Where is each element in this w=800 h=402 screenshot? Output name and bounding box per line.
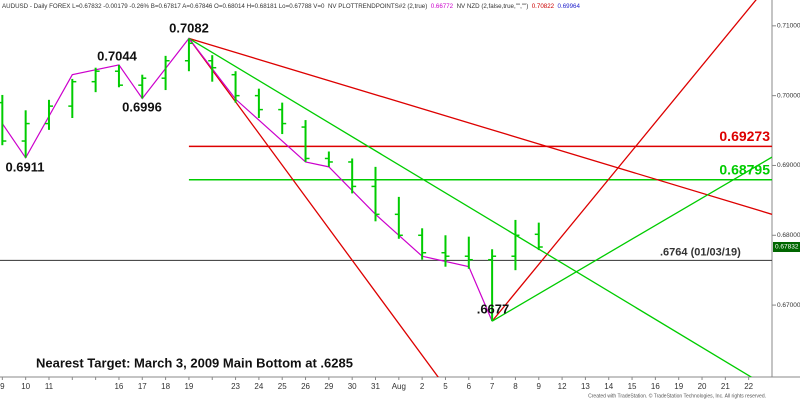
plot-area xyxy=(0,0,772,377)
x-tick-label: 5 xyxy=(443,382,448,391)
x-tick-label: 30 xyxy=(348,382,357,391)
x-tick-label: 24 xyxy=(254,382,263,391)
x-tick-label: 21 xyxy=(721,382,730,391)
x-tick-label: 23 xyxy=(231,382,240,391)
annotation: 0.6911 xyxy=(5,159,44,174)
overlay: AUDUSD - Daily FOREX L=0.67832 -0.00179 … xyxy=(0,3,800,399)
level-label: 0.69273 xyxy=(719,128,770,144)
annotation: Nearest Target: March 3, 2009 Main Botto… xyxy=(36,355,353,370)
y-tick-label: 0.70000 xyxy=(777,92,800,99)
x-tick-label: 16 xyxy=(651,382,660,391)
y-tick-label: 0.67000 xyxy=(777,302,800,309)
annotation: 0.7044 xyxy=(97,48,138,63)
header: AUDUSD - Daily FOREX L=0.67832 -0.00179 … xyxy=(2,3,580,10)
x-tick-label: 9 xyxy=(537,382,542,391)
annotation: .6677 xyxy=(477,301,510,316)
x-tick-label: 20 xyxy=(698,382,707,391)
y-tick-label: 0.71000 xyxy=(777,23,800,30)
x-tick-label: 12 xyxy=(558,382,567,391)
x-tick-label: 7 xyxy=(490,382,495,391)
x-tick-label: 17 xyxy=(138,382,147,391)
x-tick-label: 31 xyxy=(371,382,380,391)
x-tick-label: 14 xyxy=(604,382,613,391)
x-tick-label: 8 xyxy=(513,382,518,391)
header-item: 0.69964 xyxy=(554,3,580,10)
x-tick-label: 10 xyxy=(21,382,30,391)
x-tick-label: 22 xyxy=(744,382,753,391)
header-item: NV PLOTTRENDPOINTS#2 (2,true) xyxy=(325,3,428,10)
x-tick-label: 2 xyxy=(420,382,425,391)
trendline xyxy=(491,156,772,322)
trendline xyxy=(491,0,757,322)
x-tick-label: 29 xyxy=(324,382,333,391)
level-label: 0.68795 xyxy=(719,161,770,177)
last-price-label: 0.67832 xyxy=(775,244,799,251)
x-tick-label: 11 xyxy=(45,382,54,391)
x-tick-label: 6 xyxy=(467,382,472,391)
y-tick-label: 0.68000 xyxy=(777,232,800,239)
swing-line xyxy=(1,37,493,322)
x-tick-label: 18 xyxy=(161,382,170,391)
level-label: .6764 (01/03/19) xyxy=(660,246,741,258)
x-tick-label: 16 xyxy=(114,382,123,391)
header-item: 0.70822 xyxy=(528,3,554,10)
x-tick-label: Aug xyxy=(392,382,406,391)
annotation: 0.7082 xyxy=(169,20,209,35)
x-tick-label: 25 xyxy=(278,382,287,391)
x-tick-label: 19 xyxy=(674,382,683,391)
trendline xyxy=(188,37,772,215)
header-item: NV NZD (2,false,true,"","") xyxy=(453,3,528,10)
x-tick-label: 9 xyxy=(0,382,5,391)
last-price-box xyxy=(773,242,800,253)
x-tick-label: 15 xyxy=(628,382,637,391)
x-tick-label: 13 xyxy=(581,382,590,391)
annotation: 0.6996 xyxy=(122,99,162,114)
x-tick-label: 26 xyxy=(301,382,310,391)
footer: Created with TradeStation. © TradeStatio… xyxy=(588,392,766,399)
trendline xyxy=(188,38,439,377)
y-tick-label: 0.69000 xyxy=(777,162,800,169)
header-item: AUDUSD - Daily FOREX L=0.67832 -0.00179 … xyxy=(2,3,325,10)
x-tick-label: 19 xyxy=(184,382,193,391)
header-item: 0.66772 xyxy=(427,3,453,10)
trendline xyxy=(188,37,753,377)
